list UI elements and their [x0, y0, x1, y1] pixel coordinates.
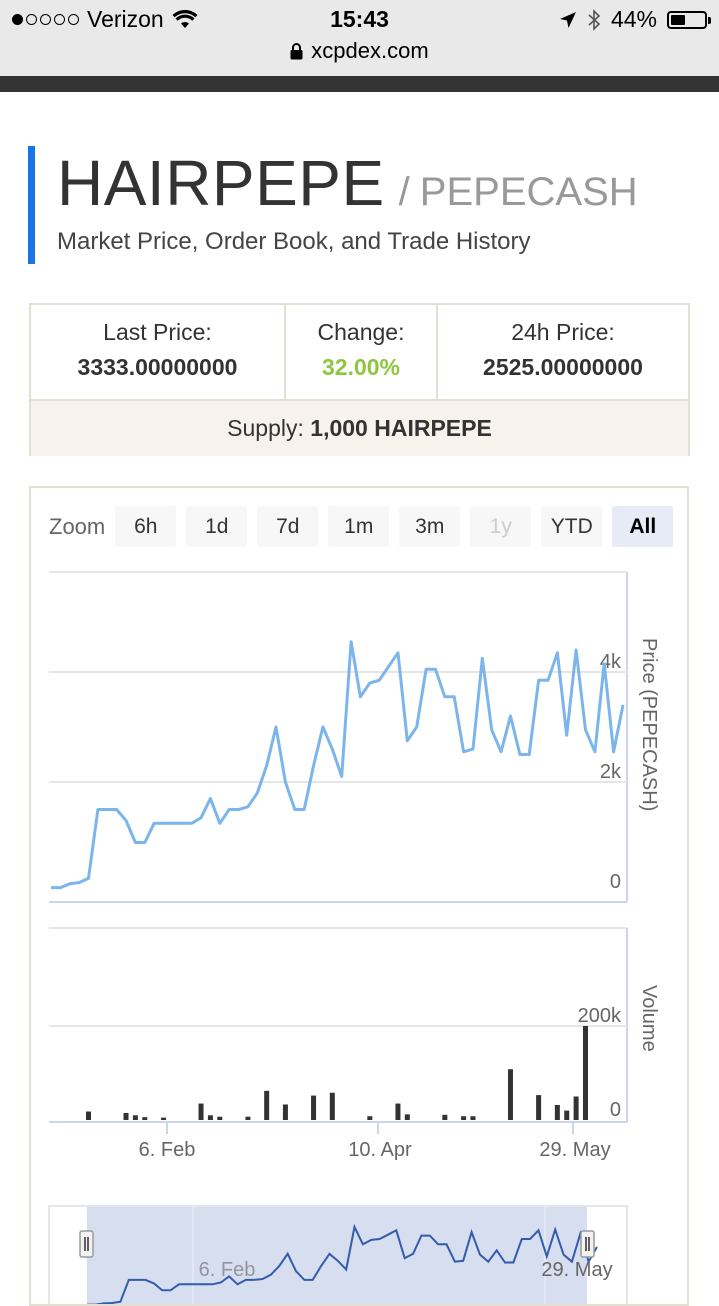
change-cell: Change: 32.00%: [284, 305, 436, 399]
volume-bar: [86, 1112, 91, 1120]
last-price-value: 3333.00000000: [31, 354, 284, 381]
page-subtitle: Market Price, Order Book, and Trade Hist…: [57, 228, 638, 256]
volume-bar: [536, 1095, 541, 1120]
volume-y-tick-label: 200k: [578, 1005, 622, 1027]
volume-bar: [124, 1113, 129, 1120]
navigator-right-handle[interactable]: [581, 1231, 594, 1257]
battery-percent: 44%: [611, 6, 657, 33]
volume-bar: [574, 1097, 579, 1121]
price-y-tick-label: 2k: [600, 761, 622, 783]
volume-bar: [564, 1111, 569, 1120]
volume-bar: [395, 1104, 400, 1120]
price-y-tick-label: 0: [610, 871, 621, 893]
price-series-line: [51, 642, 623, 888]
volume-bar: [133, 1115, 138, 1120]
volume-bar: [461, 1116, 466, 1120]
price-24h-label: 24h Price:: [438, 319, 688, 346]
volume-bar: [245, 1117, 250, 1120]
last-price-cell: Last Price: 3333.00000000: [31, 305, 284, 399]
volume-bar: [367, 1116, 372, 1120]
volume-bar: [583, 1026, 588, 1120]
status-bar: Verizon 15:43 44% xcpdex.com: [0, 0, 719, 76]
volume-bar: [208, 1115, 213, 1120]
location-arrow-icon: [559, 11, 577, 29]
page-header: HAIRPEPE / PEPECASH Market Price, Order …: [28, 146, 638, 264]
x-tick-label: 29. May: [539, 1139, 610, 1161]
asset-name: HAIRPEPE: [57, 146, 385, 220]
supply-label: Supply:: [227, 415, 304, 441]
supply-value: 1,000 HAIRPEPE: [310, 415, 492, 441]
volume-bar: [217, 1117, 222, 1120]
change-label: Change:: [286, 319, 436, 346]
supply-row: Supply: 1,000 HAIRPEPE: [31, 401, 688, 456]
volume-bar: [142, 1117, 147, 1120]
volume-bar: [330, 1093, 335, 1120]
volume-bar: [199, 1104, 204, 1120]
volume-bar: [264, 1091, 269, 1120]
lock-icon: [290, 43, 303, 60]
volume-bar: [161, 1118, 166, 1120]
volume-bar: [283, 1104, 288, 1120]
address-bar[interactable]: xcpdex.com: [0, 38, 719, 64]
status-bar-right: 44%: [559, 6, 707, 33]
navigator-left-handle[interactable]: [80, 1231, 93, 1257]
volume-axis-title: Volume: [638, 985, 660, 1052]
volume-bar: [470, 1116, 475, 1120]
volume-bar: [405, 1114, 410, 1120]
volume-bar: [442, 1115, 447, 1120]
price-axis-title: Price (PEPECASH): [638, 638, 660, 811]
x-tick-label: 10. Apr: [348, 1139, 412, 1161]
navigator-x-label: 6. Feb: [199, 1259, 256, 1281]
site-top-bar: [0, 76, 719, 92]
market-stats: Last Price: 3333.00000000 Change: 32.00%…: [29, 303, 690, 456]
url-text: xcpdex.com: [311, 38, 428, 64]
volume-y-tick-label: 0: [610, 1099, 621, 1121]
change-value: 32.00%: [286, 354, 436, 381]
volume-bar: [555, 1105, 560, 1120]
price-24h-value: 2525.00000000: [438, 354, 688, 381]
x-tick-label: 6. Feb: [139, 1139, 196, 1161]
battery-icon: [667, 11, 707, 29]
navigator[interactable]: 6. Feb 29. May: [49, 1206, 627, 1306]
pair-separator: /: [399, 170, 410, 215]
quote-asset: PEPECASH: [420, 170, 638, 215]
navigator-x-label: 29. May: [541, 1259, 612, 1281]
price-24h-cell: 24h Price: 2525.00000000: [436, 305, 688, 399]
last-price-label: Last Price:: [31, 319, 284, 346]
bluetooth-icon: [587, 9, 601, 31]
volume-bar: [508, 1069, 513, 1120]
market-title: HAIRPEPE / PEPECASH: [57, 146, 638, 220]
volume-bar: [311, 1096, 316, 1120]
